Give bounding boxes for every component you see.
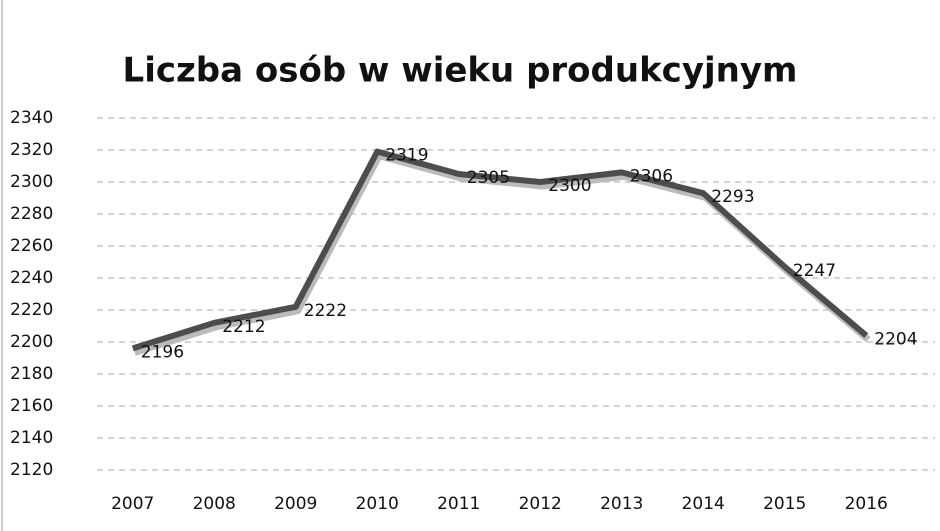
x-tick-label: 2016 [845, 494, 888, 514]
data-label: 2204 [874, 330, 917, 350]
y-tick-label: 2140 [10, 428, 53, 448]
y-tick-label: 2340 [10, 108, 53, 128]
y-tick-label: 2260 [10, 236, 53, 256]
data-label: 2212 [222, 317, 265, 337]
x-tick-label: 2014 [682, 494, 725, 514]
x-tick-label: 2010 [356, 494, 399, 514]
y-tick-label: 2300 [10, 172, 53, 192]
x-tick-label: 2012 [519, 494, 562, 514]
data-label: 2293 [711, 187, 754, 207]
data-label: 2306 [630, 166, 673, 186]
x-tick-label: 2015 [763, 494, 806, 514]
chart-title: Liczba osób w wieku produkcyjnym [123, 51, 798, 91]
y-tick-label: 2180 [10, 364, 53, 384]
y-tick-label: 2120 [10, 460, 53, 480]
y-tick-label: 2200 [10, 332, 53, 352]
data-label: 2222 [304, 301, 347, 321]
x-tick-label: 2011 [437, 494, 480, 514]
data-label: 2319 [385, 146, 428, 166]
x-tick-label: 2007 [111, 494, 154, 514]
x-tick-label: 2013 [600, 494, 643, 514]
y-tick-label: 2220 [10, 300, 53, 320]
y-tick-label: 2240 [10, 268, 53, 288]
data-label: 2196 [141, 342, 184, 362]
x-tick-label: 2009 [274, 494, 317, 514]
y-tick-label: 2160 [10, 396, 53, 416]
x-tick-label: 2008 [193, 494, 236, 514]
y-tick-label: 2320 [10, 140, 53, 160]
y-tick-label: 2280 [10, 204, 53, 224]
line [131, 148, 869, 352]
data-label: 2247 [793, 261, 836, 281]
data-label: 2305 [467, 168, 510, 188]
data-label: 2300 [548, 176, 591, 196]
